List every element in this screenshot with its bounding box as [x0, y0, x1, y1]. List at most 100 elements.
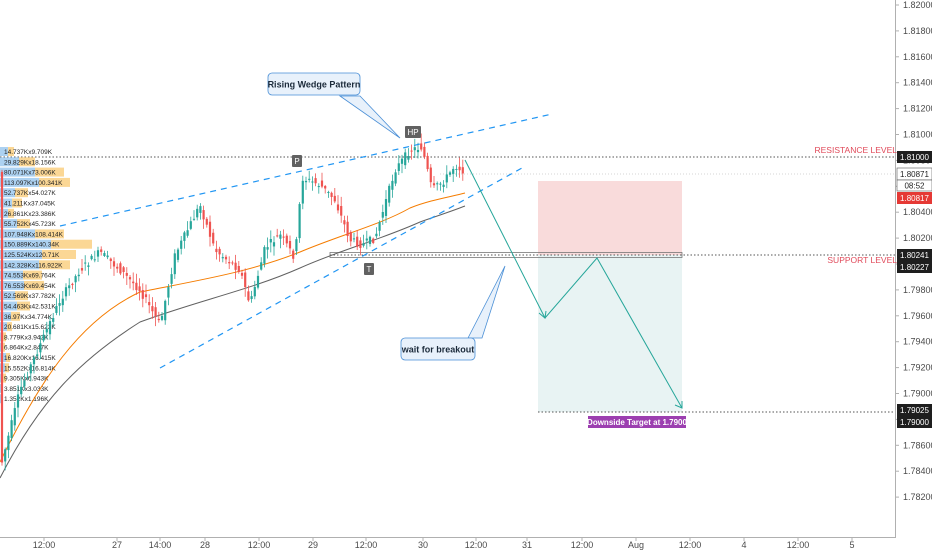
- price-tick-label: 1.81200: [903, 104, 932, 114]
- candle-body: [263, 247, 266, 264]
- wedge-callout[interactable]: Rising Wedge Pattern: [268, 72, 401, 139]
- volume-profile-bar-buy: [0, 322, 7, 332]
- candle-body: [196, 208, 199, 218]
- candle-body: [442, 184, 445, 187]
- volume-profile-bar-buy: [0, 219, 17, 229]
- t-badge: T: [364, 263, 374, 275]
- candle-body: [173, 253, 176, 275]
- candle-body: [327, 191, 330, 193]
- volume-profile-bar-sell: [5, 363, 9, 373]
- candle-body: [215, 248, 218, 253]
- candle-body: [58, 303, 61, 306]
- volume-profile-bar-sell: [8, 147, 14, 156]
- volume-profile-bar-buy: [0, 147, 8, 156]
- volume-profile-bar-sell: [23, 270, 42, 280]
- candle-body: [426, 155, 429, 170]
- candle-body: [160, 315, 164, 320]
- candle-body: [138, 286, 141, 292]
- candle-body: [292, 250, 295, 259]
- candle-body: [170, 274, 173, 284]
- candle-body: [285, 235, 288, 244]
- candle-body: [186, 230, 189, 236]
- candle-body: [378, 222, 381, 231]
- candle-body: [151, 306, 154, 312]
- volume-profile-bar-sell: [6, 353, 10, 362]
- candle-body: [221, 257, 224, 259]
- volume-profile-bar-sell: [42, 250, 76, 259]
- breakout-callout[interactable]: wait for breakout: [400, 265, 506, 361]
- candle-body: [87, 265, 90, 267]
- price-tag-countdown: 08:52: [896, 179, 932, 192]
- volume-profile-label: 107.948Kx108.414K: [4, 231, 64, 238]
- candle-body: [154, 307, 157, 317]
- candle-body: [29, 364, 32, 374]
- volume-profile-label: 9.305Kx6.943K: [4, 376, 49, 383]
- price-tick-label: 1.79200: [903, 363, 932, 373]
- volume-profile-label: 16.820Kx16.415K: [4, 355, 56, 362]
- volume-profile-bar-sell: [7, 322, 12, 332]
- candle-body: [234, 262, 237, 270]
- price-tick-label: 1.81000: [903, 130, 932, 140]
- volume-profile-bar-sell: [3, 373, 6, 383]
- candle-body: [96, 250, 100, 257]
- volume-profile-bar-sell: [17, 301, 30, 311]
- candle-body: [13, 408, 16, 426]
- candle-body: [269, 238, 272, 243]
- candle-body: [356, 236, 359, 247]
- breakout-callout-text: wait for breakout: [401, 345, 475, 355]
- candle-body: [247, 291, 250, 301]
- candle-body: [381, 211, 384, 218]
- candle-body: [314, 178, 317, 184]
- candle-body: [106, 255, 109, 258]
- candle-body: [122, 267, 125, 273]
- volume-profile-label: 142.328Kx116.922K: [4, 262, 63, 269]
- svg-text:1.79025: 1.79025: [900, 406, 929, 415]
- candle-body: [458, 166, 461, 171]
- candle-body: [308, 178, 311, 180]
- candle-body: [256, 275, 260, 288]
- candle-body: [64, 287, 68, 297]
- candle-body: [397, 163, 400, 171]
- candle-body: [23, 380, 26, 387]
- candle-body: [279, 234, 282, 239]
- candle-body: [0, 171, 4, 463]
- candle-body: [410, 150, 413, 152]
- svg-text:1.80817: 1.80817: [900, 194, 929, 203]
- candle-body: [416, 149, 420, 153]
- candle-body: [240, 272, 244, 276]
- volume-profile-bar-sell: [3, 332, 6, 342]
- candle-body: [311, 181, 314, 183]
- candle-body: [93, 259, 96, 261]
- candle-body: [74, 276, 77, 283]
- price-tag-target-top: 1.79025: [897, 404, 932, 416]
- volume-profile-bar-sell: [17, 219, 30, 229]
- volume-profile-label: 74.553Kx69.764K: [4, 273, 56, 280]
- time-tick-label: 30: [418, 540, 428, 550]
- volume-profile-bar-sell: [15, 188, 28, 198]
- candle-body: [132, 281, 135, 284]
- candle-body: [375, 233, 378, 237]
- candle-body: [336, 204, 340, 211]
- volume-profile-label: 29.829Kx18.156K: [4, 159, 56, 166]
- volume-profile-label: 6.864Kx2.847K: [4, 345, 49, 352]
- candle-body: [84, 262, 87, 264]
- price-tick-label: 1.80200: [903, 233, 932, 243]
- svg-text:1.80871: 1.80871: [900, 170, 929, 179]
- price-tag-red: 1.80817: [897, 192, 932, 204]
- path-arrowhead-1: [538, 310, 547, 319]
- candle-body: [352, 238, 356, 240]
- volume-profile-bar-sell: [3, 342, 5, 352]
- volume-profile-label: 54.463Kx42.531K: [4, 304, 56, 311]
- wedge-callout-text: Rising Wedge Pattern: [268, 80, 361, 90]
- candle-body: [36, 354, 39, 356]
- candle-body: [7, 435, 10, 451]
- candle-body: [330, 192, 333, 197]
- volume-profile-bar-buy: [0, 208, 8, 218]
- price-tag-resistance: 1.81000: [897, 151, 932, 163]
- svg-text:1.81000: 1.81000: [900, 153, 929, 162]
- time-tick-label: Aug: [628, 540, 644, 550]
- candle-body: [272, 242, 276, 247]
- path-arrowhead-2: [674, 401, 683, 409]
- volume-profile-label: 14.737Kx9.709K: [4, 149, 53, 156]
